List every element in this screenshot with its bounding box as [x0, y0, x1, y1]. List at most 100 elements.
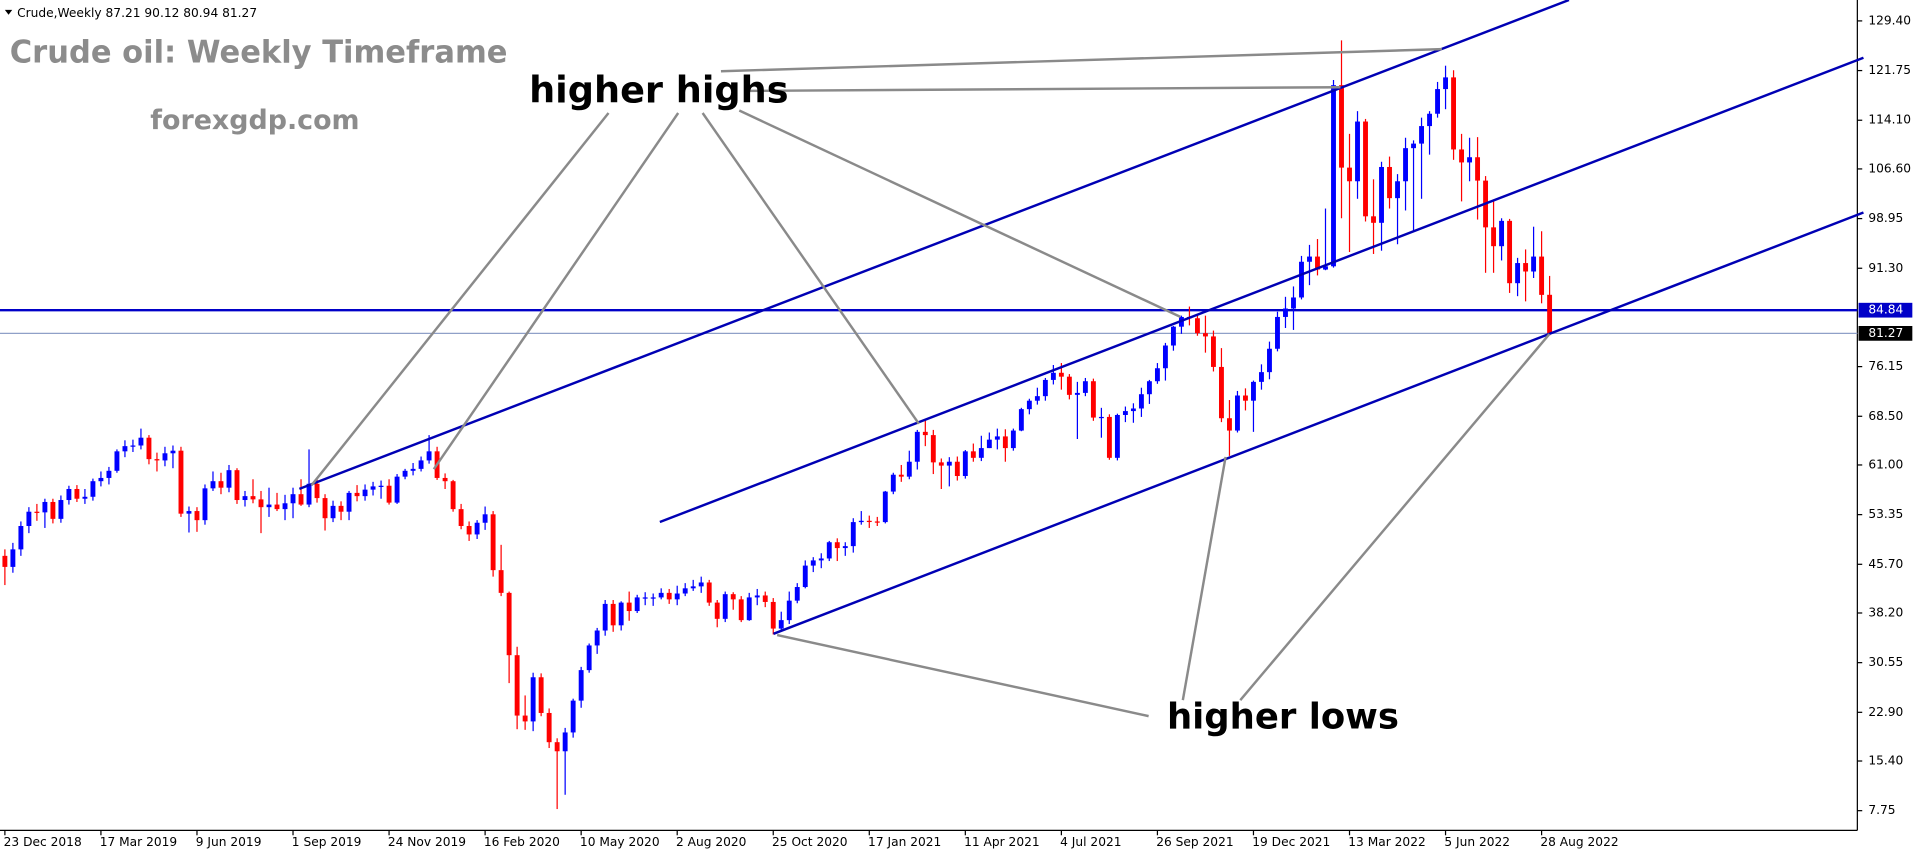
pointer-line — [720, 47, 1442, 73]
candle-body — [378, 485, 384, 487]
candle-body — [1459, 149, 1465, 163]
candle-body — [706, 582, 712, 603]
candle-body — [674, 593, 680, 600]
candle-body — [730, 594, 736, 600]
x-tick-label: 9 Jun 2019 — [196, 835, 262, 849]
candle-body — [154, 459, 160, 461]
candle-body — [58, 500, 64, 519]
candle-body — [930, 435, 936, 463]
candle-body — [1170, 326, 1176, 346]
candle-body — [50, 501, 56, 519]
candle-body — [946, 461, 952, 466]
annotation: higher highs — [529, 69, 789, 112]
candle-body — [794, 587, 800, 601]
x-tick-label: 17 Mar 2019 — [100, 835, 177, 849]
candle-body — [722, 594, 728, 619]
y-tick-label: 98.95 — [1868, 211, 1903, 225]
candle-body — [258, 499, 264, 508]
x-tick-label: 23 Dec 2018 — [4, 835, 82, 849]
candle-body — [250, 496, 256, 500]
x-tick-label: 2 Aug 2020 — [676, 835, 747, 849]
candle-body — [1507, 220, 1513, 284]
y-tick-label: 106.60 — [1868, 161, 1911, 175]
candle-body — [146, 437, 152, 460]
candle-body — [690, 586, 696, 589]
candle-body — [1475, 157, 1481, 181]
price-label-box — [1858, 302, 1913, 318]
candle-body — [226, 470, 232, 488]
candle-body — [882, 491, 888, 523]
candle-body — [1411, 143, 1416, 149]
candle-body — [658, 592, 664, 598]
candle-body — [570, 700, 576, 733]
candle-body — [426, 451, 432, 461]
candle-body — [682, 588, 688, 594]
candle-body — [338, 505, 344, 512]
candle-body — [1491, 227, 1497, 247]
candle-body — [874, 521, 880, 523]
candle-body — [1347, 167, 1352, 182]
candle-body — [82, 496, 88, 499]
candle-body — [106, 470, 112, 478]
candle-body — [562, 732, 568, 752]
candle-body — [698, 582, 704, 587]
candle-body — [970, 451, 976, 458]
candle-body — [1467, 157, 1473, 163]
candle-body — [762, 595, 768, 602]
candle-body — [234, 470, 240, 501]
candle-body — [602, 603, 608, 631]
candle-body — [386, 485, 392, 503]
candle-body — [1259, 372, 1264, 382]
candle-body — [90, 481, 96, 497]
candle-body — [634, 597, 640, 612]
candle-body — [1339, 85, 1344, 168]
candle-body — [314, 483, 320, 499]
candle-body — [522, 715, 528, 722]
candle-body — [1122, 411, 1128, 415]
candle-body — [194, 511, 200, 521]
candle-body — [1090, 381, 1096, 418]
x-tick-label: 13 Mar 2022 — [1348, 835, 1425, 849]
y-tick-label: 53.35 — [1868, 507, 1903, 521]
candle-body — [1227, 418, 1232, 431]
y-tick-label: 91.30 — [1868, 261, 1903, 275]
candle-body — [1050, 372, 1056, 380]
candle-body — [18, 525, 24, 550]
y-tick-label: 7.75 — [1868, 803, 1895, 817]
candle-body — [1435, 89, 1440, 114]
pointer-line — [776, 633, 1149, 718]
y-tick-label: 30.55 — [1868, 655, 1903, 669]
candle-body — [754, 595, 760, 598]
candle-body — [450, 481, 456, 510]
candle-body — [1098, 416, 1104, 419]
y-tick-label: 114.10 — [1868, 113, 1911, 127]
candle-body — [1106, 416, 1112, 458]
candle-body — [810, 560, 816, 566]
x-tick-label: 17 Jan 2021 — [868, 835, 941, 849]
candle-body — [474, 522, 480, 535]
candle-body — [490, 514, 496, 571]
candle-body — [218, 481, 224, 488]
candle-body — [1523, 263, 1529, 272]
candle-body — [2, 555, 8, 567]
candle-body — [506, 592, 512, 656]
candle-body — [1499, 220, 1505, 247]
candle-body — [714, 602, 720, 619]
candle-body — [1018, 409, 1024, 431]
candle-body — [906, 461, 912, 477]
candle-body — [178, 450, 184, 514]
candle-body — [1162, 345, 1168, 369]
y-tick-label: 61.00 — [1868, 457, 1903, 471]
channel-line — [773, 211, 1864, 635]
candle-body — [1034, 396, 1040, 401]
annotation: higher lows — [1167, 697, 1399, 738]
candle-body — [162, 453, 168, 461]
candle-body — [1235, 395, 1240, 431]
candle-body — [626, 602, 632, 612]
candle-body — [962, 451, 968, 477]
candle-body — [1002, 436, 1008, 449]
candle-body — [650, 597, 656, 599]
candle-body — [1082, 381, 1088, 393]
candle-body — [994, 436, 1000, 440]
candle-body — [298, 494, 304, 505]
